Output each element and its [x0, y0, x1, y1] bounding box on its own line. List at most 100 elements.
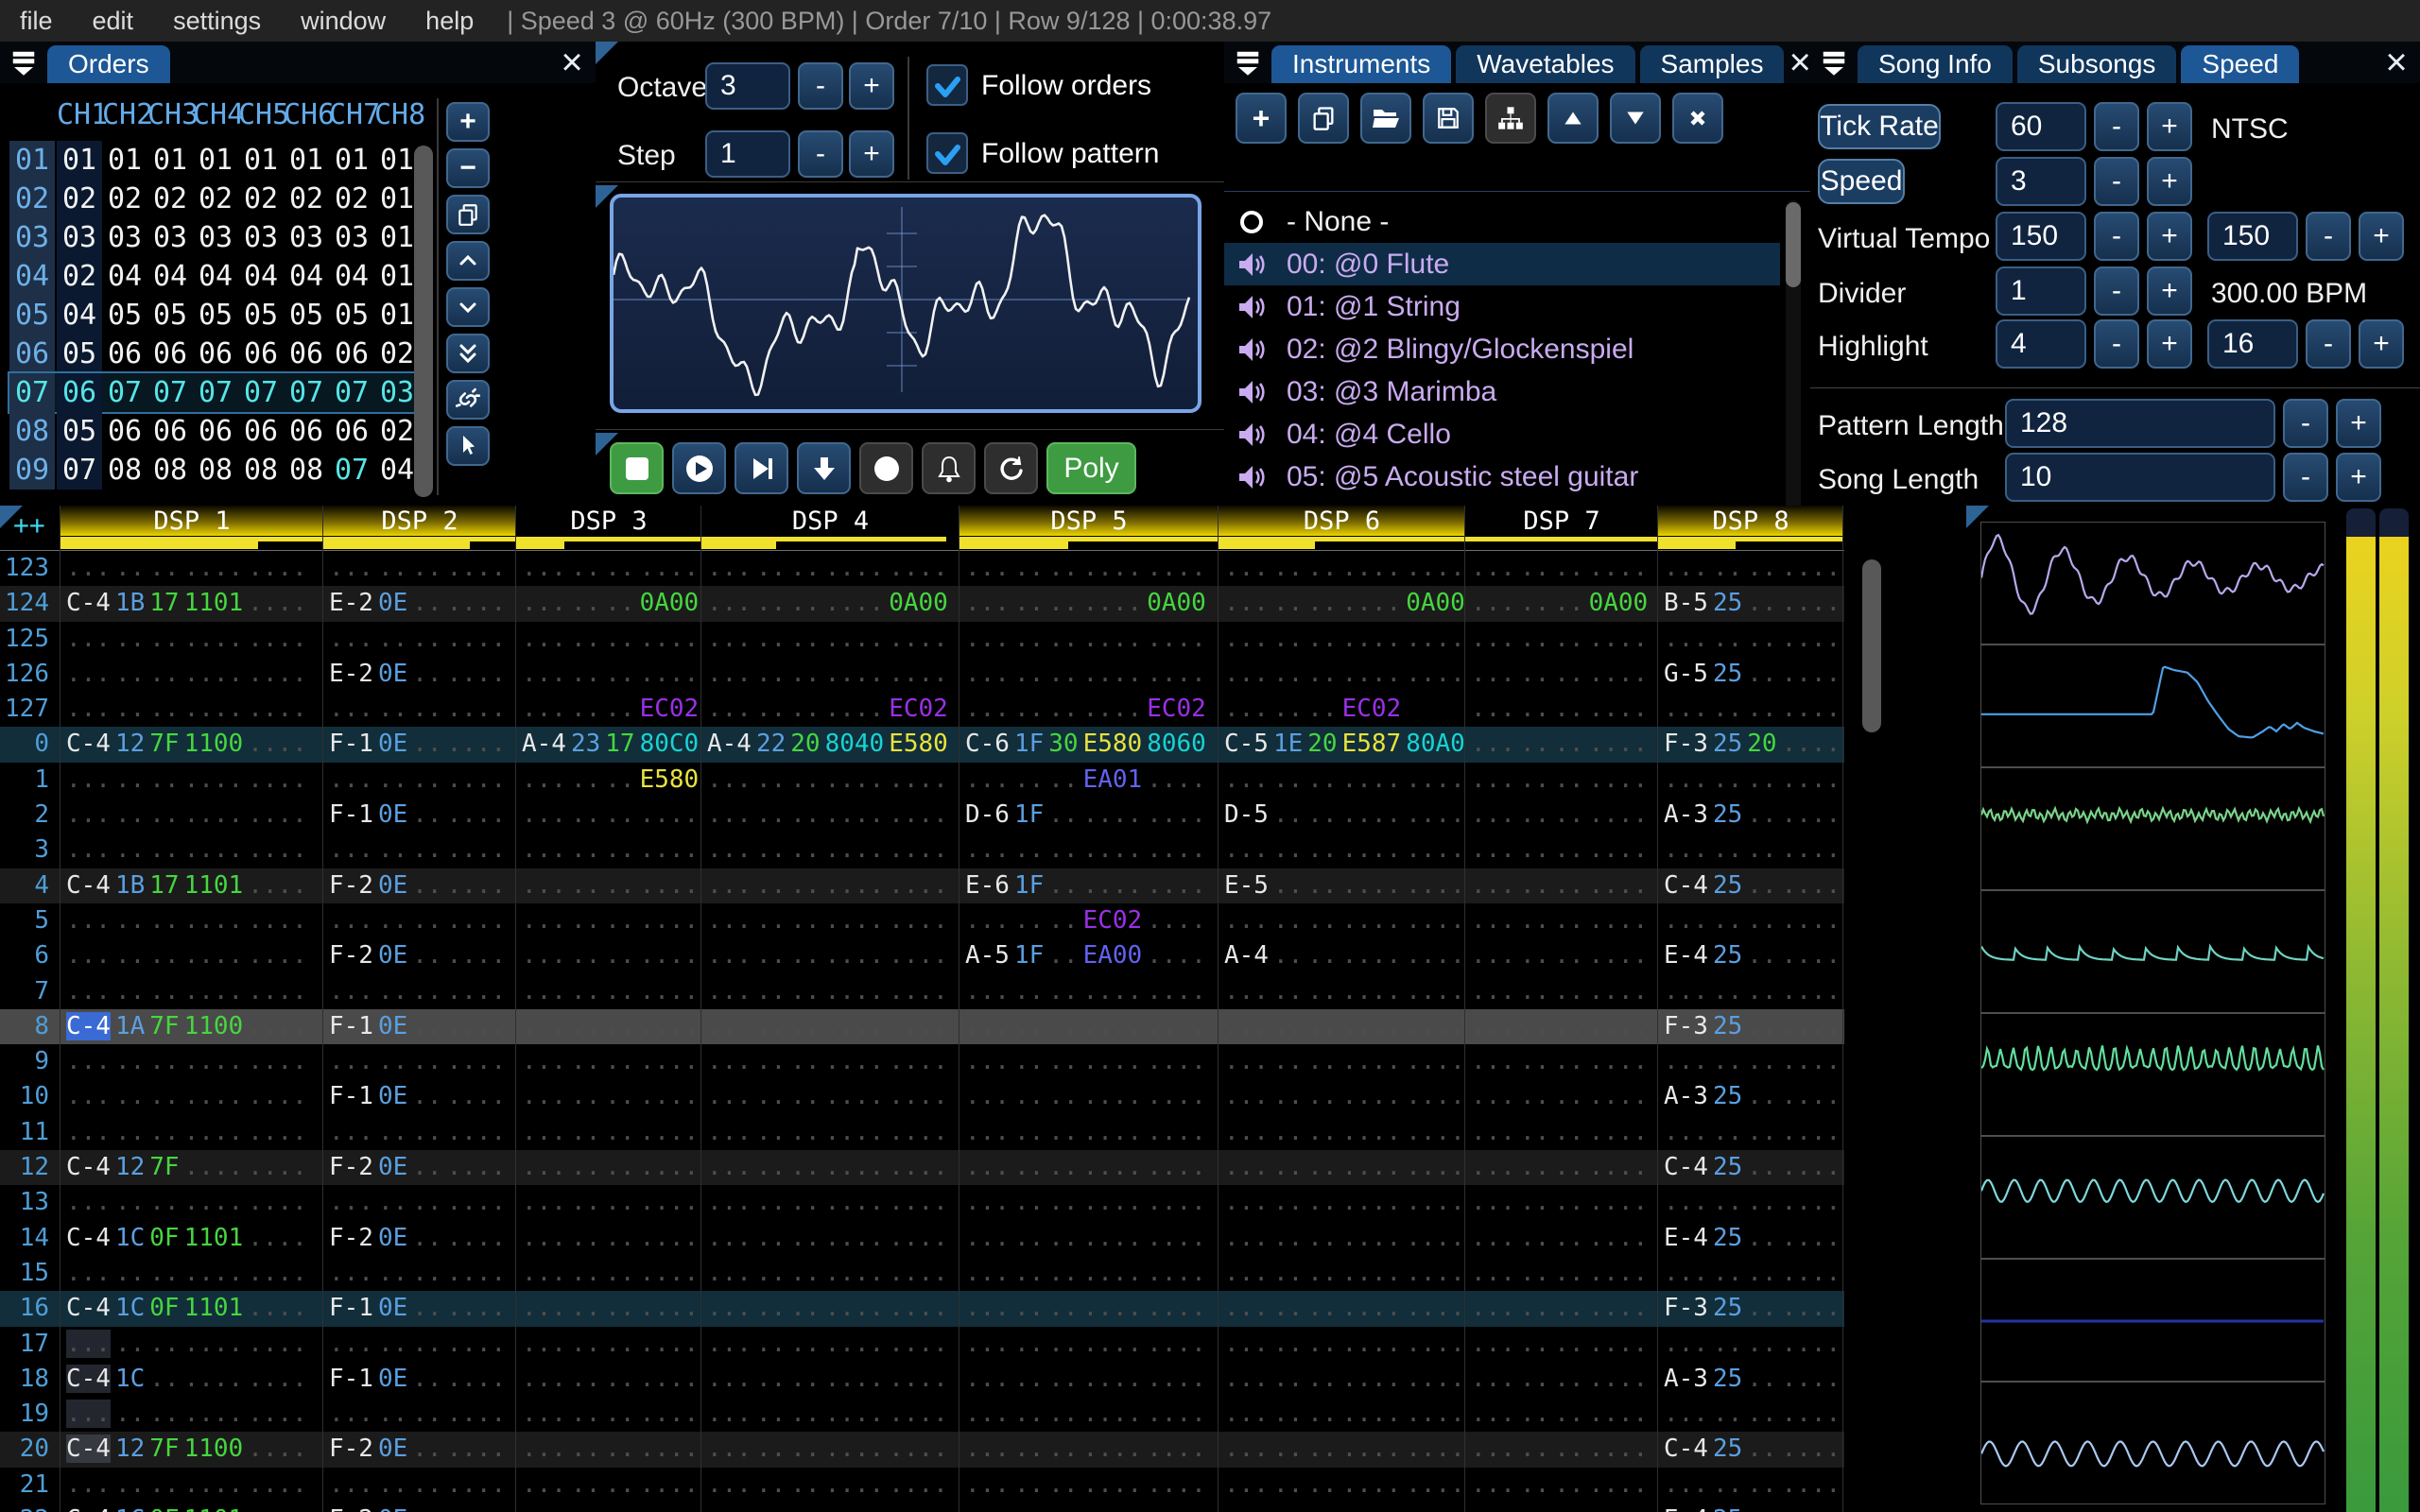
order-cell[interactable]: 06 — [334, 415, 370, 448]
pattern-row[interactable]: 15......................................… — [0, 1256, 1844, 1291]
pattern-cell[interactable]: ............... — [66, 695, 307, 724]
pattern-cell[interactable]: ........... — [522, 976, 700, 1005]
pattern-cell[interactable]: ........... — [1471, 554, 1649, 582]
pattern-cell[interactable]: ............... — [66, 905, 307, 935]
close-icon[interactable]: × — [2385, 42, 2408, 83]
pattern-row[interactable]: 3.......................................… — [0, 833, 1844, 868]
pattern-cell[interactable]: ........... — [329, 1258, 507, 1287]
pattern-cell[interactable]: ............... — [707, 1329, 948, 1358]
order-cell[interactable]: 02 — [107, 182, 143, 215]
order-cell[interactable]: 05 — [288, 299, 324, 332]
pattern-cell[interactable]: ........... — [1471, 1223, 1649, 1252]
pattern-cell[interactable]: ........... — [522, 554, 700, 582]
tick-rate-input[interactable]: 60 — [1996, 102, 2086, 151]
pattern-cell[interactable]: ............... — [965, 1223, 1206, 1252]
pattern-cell[interactable]: ............... — [1224, 1469, 1463, 1499]
pattern-cell[interactable]: ............... — [1224, 765, 1463, 794]
pattern-cell[interactable]: ............... — [707, 1294, 948, 1323]
instrument-add-button[interactable]: + — [1236, 93, 1287, 144]
order-row[interactable]: 08 05 06 06 06 06 06 06 02 — [9, 412, 420, 451]
pattern-cell[interactable]: ........... — [329, 695, 507, 724]
order-cell[interactable]: 04 — [107, 260, 143, 293]
pattern-cell[interactable]: ............... — [965, 1188, 1206, 1217]
pattern-row[interactable]: 1................................. E580..… — [0, 763, 1844, 798]
pattern-cell[interactable]: ............... — [965, 1435, 1206, 1464]
pattern-cell[interactable]: F-1 0E...... — [329, 800, 507, 830]
menu-help[interactable]: help — [425, 6, 475, 35]
pattern-cell[interactable]: ............... — [66, 1469, 307, 1499]
pattern-length-minus-button[interactable]: - — [2283, 399, 2328, 448]
highlight-first-plus-button[interactable]: + — [2147, 319, 2192, 369]
pattern-cell[interactable]: ........... — [1463, 1503, 1656, 1512]
pattern-cell[interactable]: ........... — [329, 1117, 507, 1146]
pattern-cell[interactable]: E-2 0E...... — [329, 659, 507, 688]
pattern-cell[interactable]: ............... — [965, 1117, 1206, 1146]
pattern-cell[interactable]: ........... — [1471, 1153, 1649, 1182]
pattern-row[interactable]: 11......................................… — [0, 1115, 1844, 1150]
order-cell[interactable]: 03 — [334, 221, 370, 254]
pattern-cell[interactable]: ........... — [1471, 800, 1649, 830]
pattern-cell[interactable]: ........... — [522, 941, 700, 971]
pattern-cell[interactable]: ............... — [1224, 976, 1463, 1005]
instrument-move-up-button[interactable] — [1547, 93, 1599, 144]
order-cell[interactable]: 01 — [334, 144, 370, 177]
close-icon[interactable]: × — [561, 42, 583, 83]
tick-rate-minus-button[interactable]: - — [2094, 102, 2139, 151]
pattern-cell[interactable]: ............... — [707, 1400, 948, 1429]
pattern-cell[interactable]: ............... — [965, 835, 1206, 865]
order-cell[interactable]: 06 — [107, 337, 143, 370]
instrument-item[interactable]: 00: @0 Flute — [1224, 243, 1780, 285]
instrument-item[interactable]: 02: @2 Blingy/Glockenspiel — [1224, 328, 1780, 370]
pattern-cell[interactable]: ........... — [1664, 835, 1841, 865]
pattern-row[interactable]: 2............... F-1 0E...................… — [0, 798, 1844, 833]
pattern-cell[interactable]: ........... — [1664, 1258, 1841, 1287]
order-cell[interactable]: 07 — [152, 376, 188, 409]
order-cell[interactable]: 01 — [288, 144, 324, 177]
pattern-row[interactable]: 16 C-4 1C 0F 1101.... F-1 0E..................… — [0, 1291, 1844, 1327]
pattern-row[interactable]: 6............... F-2 0E...................… — [0, 938, 1844, 973]
order-cell[interactable]: 01 — [152, 144, 188, 177]
panel-menu-icon[interactable] — [0, 42, 47, 83]
pattern-cell[interactable]: C-41C0F1101.... — [59, 1503, 321, 1512]
pattern-cell[interactable]: F-1 0E...... — [329, 1294, 507, 1323]
order-cell[interactable]: 08 — [152, 454, 188, 487]
pattern-cell[interactable]: ............... — [965, 659, 1206, 688]
pattern-cell[interactable]: ........... — [1471, 941, 1649, 971]
pattern-cell[interactable]: ....... EA01.... — [965, 765, 1206, 794]
pattern-cell[interactable]: ............... — [707, 1364, 948, 1393]
pattern-cell[interactable]: ............... — [707, 1188, 948, 1217]
pattern-cell[interactable]: ............... — [1224, 905, 1463, 935]
pattern-cell[interactable]: ............... — [707, 800, 948, 830]
order-cell[interactable]: 03 — [152, 221, 188, 254]
virtual-tempo-numerator-input[interactable]: 150 — [1996, 212, 2086, 261]
metronome-button[interactable] — [922, 442, 976, 494]
instruments-scrollbar-thumb[interactable] — [1786, 202, 1801, 287]
instruments-scrollbar-track[interactable] — [1786, 200, 1801, 538]
follow-pattern-checkbox[interactable] — [926, 132, 968, 174]
pattern-cell[interactable]: E-5............ — [1224, 870, 1463, 900]
order-cell[interactable]: 08 — [288, 454, 324, 487]
pattern-cell[interactable]: A-3 25...... — [1664, 1364, 1841, 1393]
pattern-scrollbar-thumb[interactable] — [1862, 559, 1881, 732]
pattern-cell[interactable]: ............... — [707, 1047, 948, 1076]
pattern-cell[interactable]: A-4 23 17 80C0 — [522, 730, 700, 759]
pattern-cell[interactable]: ............... — [707, 905, 948, 935]
pattern-cell[interactable]: C-4 12 7F........ — [66, 1153, 307, 1182]
pattern-cell[interactable]: C-4 1B 17 1101.... — [66, 870, 307, 900]
pattern-length-plus-button[interactable]: + — [2336, 399, 2381, 448]
order-cell[interactable]: 05 — [334, 299, 370, 332]
record-button[interactable] — [859, 442, 913, 494]
order-cell[interactable]: 04 — [379, 454, 415, 487]
order-cell[interactable]: 07 — [198, 376, 233, 409]
pattern-cell[interactable]: ........... — [522, 1011, 700, 1040]
pattern-row[interactable]: 9.......................................… — [0, 1044, 1844, 1079]
pattern-cell[interactable]: F-3 25...... — [1664, 1294, 1841, 1323]
orders-move-double-down-button[interactable] — [446, 334, 490, 373]
pattern-cell[interactable]: ............... — [66, 765, 307, 794]
pattern-cell[interactable]: ........... — [1471, 624, 1649, 653]
channel-header-dsp6[interactable]: DSP 6 — [1219, 506, 1465, 536]
pattern-row[interactable]: 22 C-41C0F1101....F-20E..................… — [0, 1503, 1844, 1512]
pattern-cell[interactable]: ........... EC02 — [965, 695, 1206, 724]
